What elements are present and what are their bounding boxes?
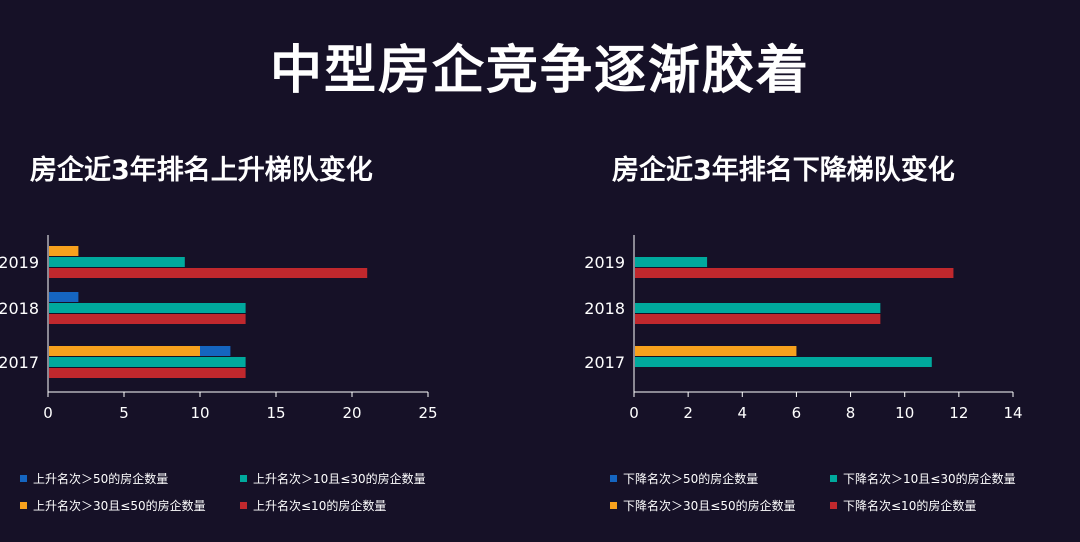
rise-bar-chart: 0 5 10 15 20 25 2019 2018 2017 (0, 235, 438, 422)
rise-category-label: 2017 (0, 353, 39, 372)
fall-x-tick-label: 4 (738, 404, 748, 422)
fall-x-tick-label: 14 (1003, 404, 1022, 422)
rise-bar-2019-series-1 (49, 246, 79, 256)
fall-category-label: 2019 (584, 253, 625, 272)
rise-x-tick-label: 25 (418, 404, 437, 422)
legend-item: 下降名次＞10且≤30的房企数量 (830, 470, 1050, 487)
legend-swatch (610, 502, 617, 509)
legend-label: 下降名次≤10的房企数量 (843, 499, 977, 513)
fall-x-tick-label: 2 (683, 404, 693, 422)
rise-bar-2018-series-2 (49, 303, 246, 313)
legend-swatch (240, 502, 247, 509)
rise-category-label: 2019 (0, 253, 39, 272)
fall-bar-2017-series-1 (635, 346, 797, 356)
legend-swatch (20, 475, 27, 482)
fall-chart-legend: 下降名次＞50的房企数量 下降名次＞10且≤30的房企数量下降名次＞30且≤50的… (610, 470, 1050, 514)
rise-bar-2017-series-2 (49, 357, 246, 367)
legend-swatch (610, 475, 617, 482)
legend-label: 上升名次＞50的房企数量 (33, 472, 169, 486)
rise-bar-2018-series-3 (49, 314, 246, 324)
rise-chart-legend: 上升名次＞50的房企数量 上升名次＞10且≤30的房企数量上升名次＞30且≤50的… (20, 470, 460, 514)
rise-bar-2019-series-3 (49, 268, 368, 278)
legend-swatch (830, 475, 837, 482)
legend-swatch (830, 502, 837, 509)
rise-bar-2019-series-2 (49, 257, 185, 267)
fall-bar-2018-series-2 (635, 303, 881, 313)
fall-bar-2018-series-3 (635, 314, 881, 324)
fall-x-tick-label: 6 (792, 404, 802, 422)
legend-item: 上升名次≤10的房企数量 (240, 497, 460, 514)
fall-x-tick-label: 8 (846, 404, 856, 422)
legend-label: 下降名次＞30且≤50的房企数量 (623, 499, 796, 513)
legend-label: 下降名次＞10且≤30的房企数量 (843, 472, 1016, 486)
rise-bar-2017-series-1 (49, 346, 200, 356)
legend-item: 上升名次＞50的房企数量 (20, 470, 240, 487)
fall-category-label: 2017 (584, 353, 625, 372)
page-title: 中型房企竞争逐渐胶着 (269, 41, 810, 101)
rise-x-tick-label: 5 (119, 404, 129, 422)
legend-label: 上升名次＞30且≤50的房企数量 (33, 499, 206, 513)
rise-category-label: 2018 (0, 299, 39, 318)
legend-item: 下降名次＞30且≤50的房企数量 (610, 497, 830, 514)
fall-x-tick-label: 0 (629, 404, 639, 422)
fall-x-tick-label: 12 (949, 404, 968, 422)
fall-category-label: 2018 (584, 299, 625, 318)
chart-title-fall: 房企近3年排名下降梯队变化 (612, 155, 955, 186)
legend-label: 下降名次＞50的房企数量 (623, 472, 759, 486)
legend-item: 下降名次＞50的房企数量 (610, 470, 830, 487)
fall-x-tick-label: 10 (895, 404, 914, 422)
fall-bar-2017-series-2 (635, 357, 932, 367)
legend-item: 下降名次≤10的房企数量 (830, 497, 1050, 514)
rise-bar-2018-series-0 (49, 292, 79, 302)
rise-x-tick-label: 10 (190, 404, 209, 422)
rise-x-tick-label: 20 (342, 404, 361, 422)
chart-title-rise: 房企近3年排名上升梯队变化 (30, 155, 373, 186)
fall-bar-2019-series-2 (635, 257, 708, 267)
rise-x-tick-label: 15 (266, 404, 285, 422)
legend-item: 上升名次＞30且≤50的房企数量 (20, 497, 240, 514)
legend-label: 上升名次＞10且≤30的房企数量 (253, 472, 426, 486)
fall-bar-2019-series-3 (635, 268, 954, 278)
rise-x-tick-label: 0 (43, 404, 53, 422)
legend-swatch (20, 502, 27, 509)
legend-swatch (240, 475, 247, 482)
legend-item: 上升名次＞10且≤30的房企数量 (240, 470, 460, 487)
rise-bar-2017-series-3 (49, 368, 246, 378)
legend-label: 上升名次≤10的房企数量 (253, 499, 387, 513)
